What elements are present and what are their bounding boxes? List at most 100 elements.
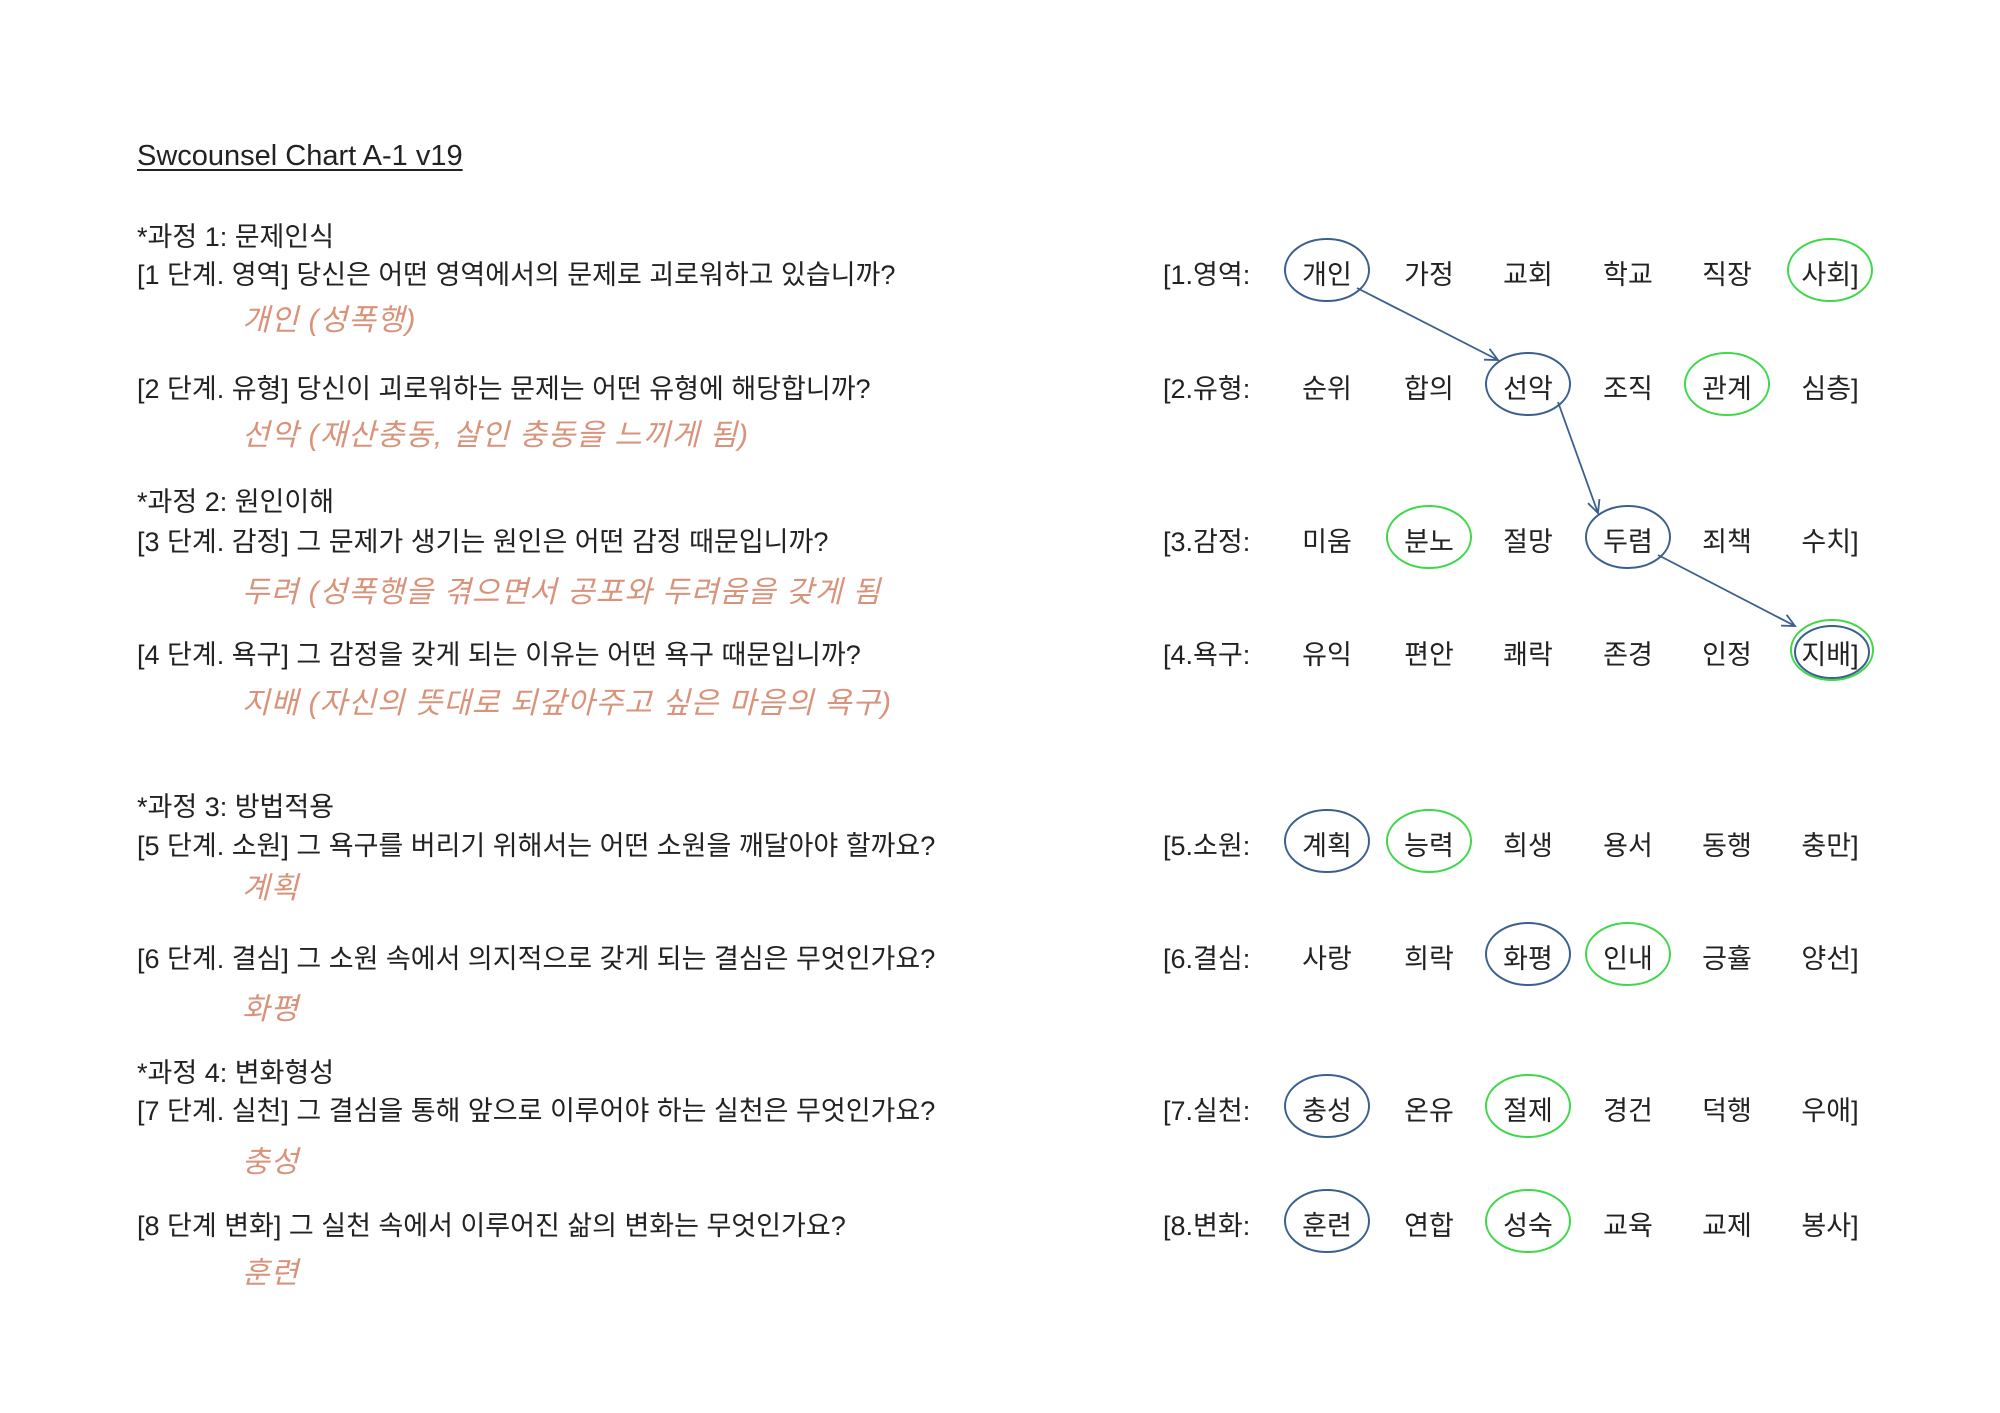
- green-circle-mark: [1485, 1074, 1571, 1138]
- section-heading: *과정 1: 문제인식: [137, 222, 335, 252]
- option-2-4: 조직: [1603, 374, 1653, 404]
- row-label: [7.실천:: [1163, 1096, 1251, 1126]
- step-question: [5 단계. 소원] 그 욕구를 버리기 위해서는 어떤 소원을 깨달아야 할까…: [137, 831, 936, 861]
- option-1-4: 학교: [1603, 260, 1653, 290]
- option-7-2: 온유: [1404, 1096, 1454, 1126]
- option-3-1: 미움: [1302, 527, 1352, 557]
- blue-circle-mark: [1585, 505, 1671, 569]
- option-3-3: 절망: [1503, 527, 1553, 557]
- option-6-3: 화평: [1503, 944, 1553, 974]
- blue-circle-mark: [1284, 238, 1370, 302]
- option-5-3: 희생: [1503, 831, 1553, 861]
- handwritten-answer: 개인 (성폭행): [242, 304, 417, 337]
- option-4-4: 존경: [1603, 640, 1653, 670]
- option-3-4: 두렴: [1603, 527, 1653, 557]
- option-3-5: 죄책: [1702, 527, 1752, 557]
- connector-arrow: [1557, 401, 1599, 514]
- document-title: Swcounsel Chart A-1 v19: [137, 140, 463, 172]
- connector-arrow: [1356, 287, 1499, 361]
- green-circle-mark: [1485, 1189, 1571, 1253]
- blue-circle-mark: [1485, 352, 1571, 416]
- option-1-6: 사회]: [1801, 260, 1859, 290]
- handwritten-answer: 계획: [242, 872, 300, 905]
- section-heading: *과정 4: 변화형성: [137, 1058, 335, 1088]
- row-label: [4.욕구:: [1163, 640, 1251, 670]
- option-5-1: 계획: [1302, 831, 1352, 861]
- green-circle-mark: [1386, 505, 1472, 569]
- option-4-6: 지배]: [1801, 640, 1859, 670]
- step-question: [6 단계. 결심] 그 소원 속에서 의지적으로 갖게 되는 결심은 무엇인가…: [137, 944, 936, 974]
- row-label: [8.변화:: [1163, 1211, 1251, 1241]
- option-1-2: 가정: [1404, 260, 1454, 290]
- blue-circle-mark: [1794, 625, 1870, 679]
- option-4-5: 인정: [1702, 640, 1752, 670]
- option-6-5: 긍휼: [1702, 944, 1752, 974]
- step-question: [8 단계 변화] 그 실천 속에서 이루어진 삶의 변화는 무엇인가요?: [137, 1211, 846, 1241]
- option-2-5: 관계: [1702, 374, 1752, 404]
- option-8-2: 연합: [1404, 1211, 1454, 1241]
- option-6-6: 양선]: [1801, 944, 1859, 974]
- blue-circle-mark: [1284, 1074, 1370, 1138]
- option-1-5: 직장: [1702, 260, 1752, 290]
- blue-circle-mark: [1485, 922, 1571, 986]
- option-6-4: 인내: [1603, 944, 1653, 974]
- option-6-1: 사랑: [1302, 944, 1352, 974]
- option-7-5: 덕행: [1702, 1096, 1752, 1126]
- option-7-1: 충성: [1302, 1096, 1352, 1126]
- option-2-6: 심층]: [1801, 374, 1859, 404]
- option-5-2: 능력: [1404, 831, 1454, 861]
- handwritten-answer: 충성: [242, 1146, 300, 1179]
- option-7-3: 절제: [1503, 1096, 1553, 1126]
- arrowhead-icon: [1483, 348, 1500, 361]
- option-6-2: 희락: [1404, 944, 1454, 974]
- handwritten-answer: 지배 (자신의 뜻대로 되갚아주고 싶은 마음의 욕구): [242, 687, 892, 720]
- handwritten-answer: 훈련: [242, 1257, 300, 1290]
- step-question: [1 단계. 영역] 당신은 어떤 영역에서의 문제로 괴로워하고 있습니까?: [137, 260, 896, 290]
- connector-arrow: [1657, 554, 1796, 627]
- option-3-2: 분노: [1404, 527, 1454, 557]
- option-2-3: 선악: [1503, 374, 1553, 404]
- blue-circle-mark: [1284, 809, 1370, 873]
- step-question: [7 단계. 실천] 그 결심을 통해 앞으로 이루어야 하는 실천은 무엇인가…: [137, 1096, 936, 1126]
- option-8-6: 봉사]: [1801, 1211, 1859, 1241]
- row-label: [2.유형:: [1163, 374, 1251, 404]
- option-8-1: 훈련: [1302, 1211, 1352, 1241]
- step-question: [4 단계. 욕구] 그 감정을 갖게 되는 이유는 어떤 욕구 때문입니까?: [137, 640, 861, 670]
- option-7-4: 경건: [1603, 1096, 1653, 1126]
- green-circle-mark: [1386, 809, 1472, 873]
- row-label: [6.결심:: [1163, 944, 1251, 974]
- step-question: [3 단계. 감정] 그 문제가 생기는 원인은 어떤 감정 때문입니까?: [137, 527, 829, 557]
- option-4-2: 편안: [1404, 640, 1454, 670]
- arrowhead-icon: [1587, 498, 1601, 515]
- green-circle-mark: [1790, 619, 1874, 681]
- blue-circle-mark: [1284, 1189, 1370, 1253]
- green-circle-mark: [1684, 352, 1770, 416]
- option-3-6: 수치]: [1801, 527, 1859, 557]
- option-8-4: 교육: [1603, 1211, 1653, 1241]
- option-2-2: 합의: [1404, 374, 1454, 404]
- option-1-1: 개인: [1302, 260, 1352, 290]
- option-2-1: 순위: [1302, 374, 1352, 404]
- option-5-4: 용서: [1603, 831, 1653, 861]
- option-8-5: 교제: [1702, 1211, 1752, 1241]
- arrowhead-icon: [1780, 614, 1797, 627]
- step-question: [2 단계. 유형] 당신이 괴로워하는 문제는 어떤 유형에 해당합니까?: [137, 374, 871, 404]
- option-4-1: 유익: [1302, 640, 1352, 670]
- option-5-6: 충만]: [1801, 831, 1859, 861]
- section-heading: *과정 3: 방법적용: [137, 792, 335, 822]
- option-7-6: 우애]: [1801, 1096, 1859, 1126]
- option-5-5: 동행: [1702, 831, 1752, 861]
- section-heading: *과정 2: 원인이해: [137, 487, 335, 517]
- row-label: [5.소원:: [1163, 831, 1251, 861]
- green-circle-mark: [1585, 922, 1671, 986]
- handwritten-answer: 두려 (성폭행을 겪으면서 공포와 두려움을 갖게 됨: [242, 576, 881, 609]
- option-4-3: 쾌락: [1503, 640, 1553, 670]
- option-8-3: 성숙: [1503, 1211, 1553, 1241]
- handwritten-answer: 화평: [242, 993, 300, 1026]
- option-1-3: 교회: [1503, 260, 1553, 290]
- green-circle-mark: [1787, 238, 1873, 302]
- row-label: [1.영역:: [1163, 260, 1251, 290]
- handwritten-answer: 선악 (재산충동, 살인 충동을 느끼게 됨): [242, 419, 749, 452]
- row-label: [3.감정:: [1163, 527, 1251, 557]
